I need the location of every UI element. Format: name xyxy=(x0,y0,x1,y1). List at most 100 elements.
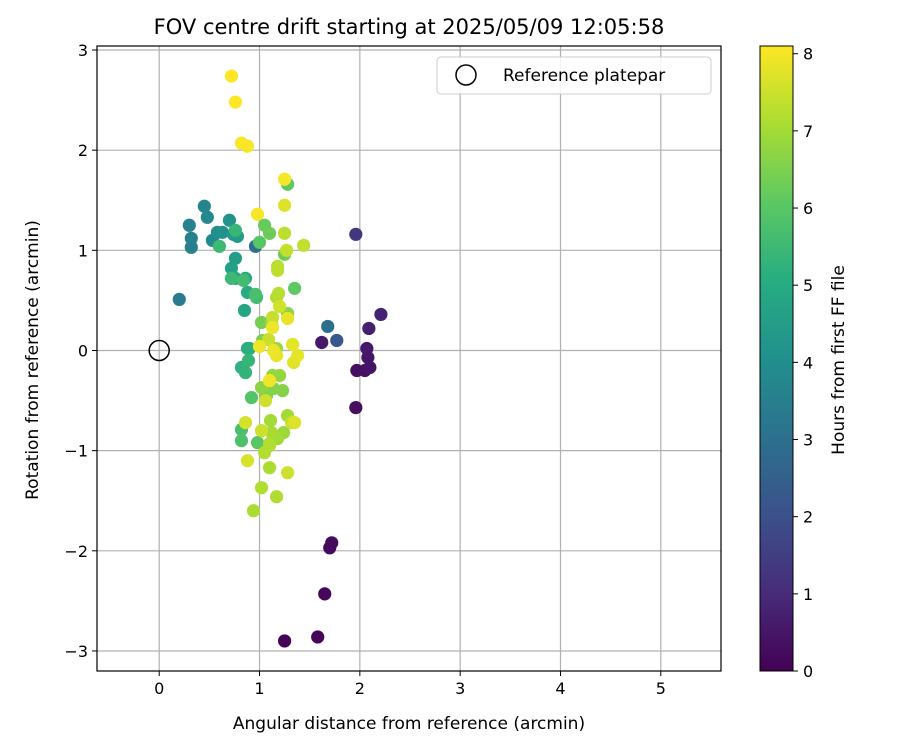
colorbar-label: Hours from first FF file xyxy=(829,265,849,455)
data-point xyxy=(362,321,376,336)
data-point xyxy=(228,251,243,265)
data-point xyxy=(240,454,255,468)
data-point xyxy=(269,490,284,504)
legend-box xyxy=(436,56,712,95)
colorbar-tick-label: 8 xyxy=(803,45,813,64)
data-point xyxy=(272,368,287,383)
y-tick-label: −1 xyxy=(64,442,88,461)
y-axis-label: Rotation from reference (arcmin) xyxy=(23,220,43,500)
x-tick-label: 2 xyxy=(355,679,365,698)
y-tick-label: −3 xyxy=(64,642,88,661)
data-point xyxy=(215,225,230,239)
colorbar xyxy=(759,45,794,672)
data-point xyxy=(212,239,226,253)
data-point xyxy=(349,227,363,241)
data-point xyxy=(360,341,374,356)
data-point xyxy=(258,393,273,408)
y-tick-label: 0 xyxy=(78,341,88,360)
y-tick-label: −2 xyxy=(64,542,88,561)
data-point xyxy=(272,299,287,314)
axis-ticks: 0 1 2 3 4 5 −3 −2 −1 0 1 2 3 xyxy=(64,41,665,698)
data-point xyxy=(184,231,198,245)
reference-platepar-marker xyxy=(148,339,170,362)
legend-label: Reference platepar xyxy=(503,66,665,86)
data-point xyxy=(261,332,276,347)
y-tick-label: 1 xyxy=(78,241,88,260)
data-point xyxy=(250,207,265,221)
data-point xyxy=(275,383,290,398)
data-point xyxy=(325,536,339,550)
data-point xyxy=(234,434,249,448)
data-point xyxy=(254,424,269,438)
colorbar-tick-label: 1 xyxy=(803,585,813,604)
data-point xyxy=(248,287,263,301)
data-point xyxy=(330,333,344,348)
data-point xyxy=(349,400,363,415)
data-point xyxy=(281,466,295,480)
data-point xyxy=(270,259,285,273)
data-point xyxy=(238,416,253,430)
data-point xyxy=(197,199,211,213)
data-point xyxy=(240,139,255,153)
plot-frame xyxy=(96,45,722,672)
data-point xyxy=(271,286,286,300)
legend: Reference platepar xyxy=(436,56,712,95)
data-point xyxy=(241,353,256,368)
x-tick-label: 0 xyxy=(154,679,164,698)
y-tick-label: 3 xyxy=(78,41,88,60)
data-point xyxy=(280,243,294,257)
data-point xyxy=(228,95,243,109)
data-point xyxy=(252,339,267,354)
data-point xyxy=(246,504,261,518)
data-point xyxy=(182,218,196,232)
colorbar-tick-label: 7 xyxy=(803,122,813,141)
colorbar-tick-label: 6 xyxy=(803,199,813,218)
data-point xyxy=(224,69,239,83)
data-point xyxy=(224,271,239,285)
data-point xyxy=(278,226,292,240)
data-point xyxy=(265,310,280,325)
data-point xyxy=(321,319,335,334)
data-point xyxy=(252,235,267,249)
x-axis-label: Angular distance from reference (arcmin) xyxy=(233,714,585,734)
data-point xyxy=(236,273,251,287)
data-point xyxy=(291,348,305,363)
data-point xyxy=(264,426,279,440)
data-point xyxy=(200,210,214,224)
x-tick-label: 1 xyxy=(254,679,264,698)
data-point xyxy=(374,307,388,322)
data-point xyxy=(228,223,243,237)
data-point xyxy=(240,341,255,356)
colorbar-tick-label: 0 xyxy=(803,662,813,681)
x-tick-label: 5 xyxy=(656,679,666,698)
data-point xyxy=(266,343,281,358)
x-tick-label: 4 xyxy=(555,679,565,698)
data-point xyxy=(281,311,295,326)
data-point xyxy=(265,320,280,335)
data-point xyxy=(318,587,332,601)
data-point xyxy=(237,303,252,318)
reference-marker-layer xyxy=(148,339,170,362)
data-point xyxy=(297,238,311,252)
data-point xyxy=(278,198,292,212)
legend-marker xyxy=(455,64,477,86)
data-point xyxy=(172,292,186,307)
data-point xyxy=(224,261,239,275)
data-point xyxy=(263,413,278,428)
data-point xyxy=(278,634,292,648)
data-point xyxy=(262,226,277,240)
colorbar-tick-label: 2 xyxy=(803,508,813,527)
data-point xyxy=(262,439,277,453)
data-point xyxy=(278,172,292,186)
data-point xyxy=(262,461,277,475)
data-point xyxy=(238,365,253,380)
data-point xyxy=(222,213,237,227)
x-tick-label: 3 xyxy=(455,679,465,698)
data-point xyxy=(262,373,277,388)
data-point xyxy=(244,390,259,405)
colorbar-tick-label: 3 xyxy=(803,431,813,450)
data-point xyxy=(250,436,265,450)
grid xyxy=(97,46,721,671)
